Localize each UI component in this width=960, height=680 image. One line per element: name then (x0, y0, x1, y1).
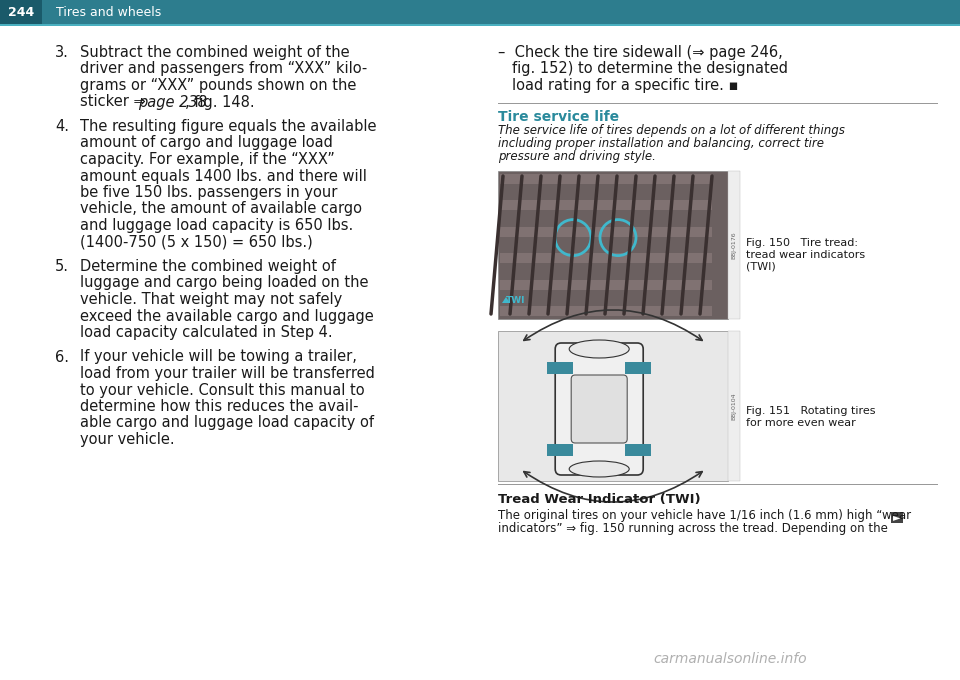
Text: 5.: 5. (55, 259, 69, 274)
Text: 244: 244 (8, 5, 35, 18)
FancyBboxPatch shape (891, 512, 903, 523)
Text: Subtract the combined weight of the: Subtract the combined weight of the (80, 45, 349, 60)
Text: your vehicle.: your vehicle. (80, 432, 175, 447)
Text: including proper installation and balancing, correct tire: including proper installation and balanc… (498, 137, 824, 150)
Text: (TWI): (TWI) (746, 262, 776, 271)
FancyBboxPatch shape (571, 375, 627, 443)
Text: Tread Wear Indicator (TWI): Tread Wear Indicator (TWI) (498, 493, 701, 506)
Text: B8J-0104: B8J-0104 (732, 392, 736, 420)
Text: and luggage load capacity is 650 lbs.: and luggage load capacity is 650 lbs. (80, 218, 353, 233)
Bar (500, 174, 712, 184)
Text: able cargo and luggage load capacity of: able cargo and luggage load capacity of (80, 415, 374, 430)
Bar (498, 103, 938, 104)
Text: vehicle, the amount of available cargo: vehicle, the amount of available cargo (80, 201, 362, 216)
Text: capacity. For example, if the “XXX”: capacity. For example, if the “XXX” (80, 152, 335, 167)
Bar (728, 331, 740, 481)
Bar (0, 24, 960, 25)
Bar (0, 0, 42, 24)
Bar (498, 171, 728, 319)
Text: load capacity calculated in Step 4.: load capacity calculated in Step 4. (80, 325, 332, 340)
Text: Fig. 151   Rotating tires: Fig. 151 Rotating tires (746, 406, 876, 416)
Bar (625, 444, 651, 456)
Text: –  Check the tire sidewall (⇒ page 246,: – Check the tire sidewall (⇒ page 246, (498, 45, 782, 60)
Text: exceed the available cargo and luggage: exceed the available cargo and luggage (80, 309, 373, 324)
Bar (500, 201, 712, 210)
Text: 4.: 4. (55, 119, 69, 134)
Text: determine how this reduces the avail-: determine how this reduces the avail- (80, 399, 358, 414)
Bar (547, 444, 573, 456)
Bar (500, 253, 712, 263)
Text: grams or “XXX” pounds shown on the: grams or “XXX” pounds shown on the (80, 78, 356, 93)
Text: driver and passengers from “XXX” kilo-: driver and passengers from “XXX” kilo- (80, 61, 368, 77)
Text: (1400-750 (5 x 150) = 650 lbs.): (1400-750 (5 x 150) = 650 lbs.) (80, 235, 313, 250)
Text: ►: ► (893, 512, 900, 522)
Bar (498, 331, 728, 481)
Text: The original tires on your vehicle have 1/16 inch (1.6 mm) high “wear: The original tires on your vehicle have … (498, 509, 911, 522)
Text: , fig. 148.: , fig. 148. (185, 95, 255, 109)
Text: Fig. 150   Tire tread:: Fig. 150 Tire tread: (746, 237, 858, 248)
Ellipse shape (569, 461, 629, 477)
Text: sticker ⇒: sticker ⇒ (80, 95, 151, 109)
Text: Determine the combined weight of: Determine the combined weight of (80, 259, 336, 274)
Text: page 238: page 238 (138, 95, 207, 109)
Text: B8J-0176: B8J-0176 (732, 231, 736, 259)
Text: pressure and driving style.: pressure and driving style. (498, 150, 656, 163)
Text: If your vehicle will be towing a trailer,: If your vehicle will be towing a trailer… (80, 350, 357, 364)
Bar (0, 0, 960, 24)
Bar (498, 484, 938, 485)
Text: indicators” ⇒ fig. 150 running across the tread. Depending on the: indicators” ⇒ fig. 150 running across th… (498, 522, 888, 535)
Text: for more even wear: for more even wear (746, 418, 855, 428)
Text: The resulting figure equals the available: The resulting figure equals the availabl… (80, 119, 376, 134)
Text: load from your trailer will be transferred: load from your trailer will be transferr… (80, 366, 374, 381)
Text: to your vehicle. Consult this manual to: to your vehicle. Consult this manual to (80, 382, 365, 398)
Text: The service life of tires depends on a lot of different things: The service life of tires depends on a l… (498, 124, 845, 137)
FancyBboxPatch shape (555, 343, 643, 475)
Text: Tires and wheels: Tires and wheels (56, 5, 161, 18)
Text: fig. 152) to determine the designated: fig. 152) to determine the designated (512, 61, 788, 77)
Polygon shape (502, 297, 510, 303)
Text: 6.: 6. (55, 350, 69, 364)
Bar (500, 279, 712, 290)
Ellipse shape (569, 340, 629, 358)
Bar (500, 306, 712, 316)
Bar (625, 362, 651, 374)
Text: tread wear indicators: tread wear indicators (746, 250, 865, 260)
Text: Tire service life: Tire service life (498, 110, 619, 124)
Text: load rating for a specific tire. ▪: load rating for a specific tire. ▪ (512, 78, 738, 93)
Text: vehicle. That weight may not safely: vehicle. That weight may not safely (80, 292, 343, 307)
Bar (728, 171, 740, 319)
Bar (500, 227, 712, 237)
Text: amount of cargo and luggage load: amount of cargo and luggage load (80, 135, 333, 150)
Text: 3.: 3. (55, 45, 69, 60)
Bar (547, 362, 573, 374)
Text: carmanualsonline.info: carmanualsonline.info (653, 652, 806, 666)
Text: be five 150 lbs. passengers in your: be five 150 lbs. passengers in your (80, 185, 337, 200)
Text: amount equals 1400 lbs. and there will: amount equals 1400 lbs. and there will (80, 169, 367, 184)
Text: TWI: TWI (506, 296, 525, 305)
Text: luggage and cargo being loaded on the: luggage and cargo being loaded on the (80, 275, 369, 290)
